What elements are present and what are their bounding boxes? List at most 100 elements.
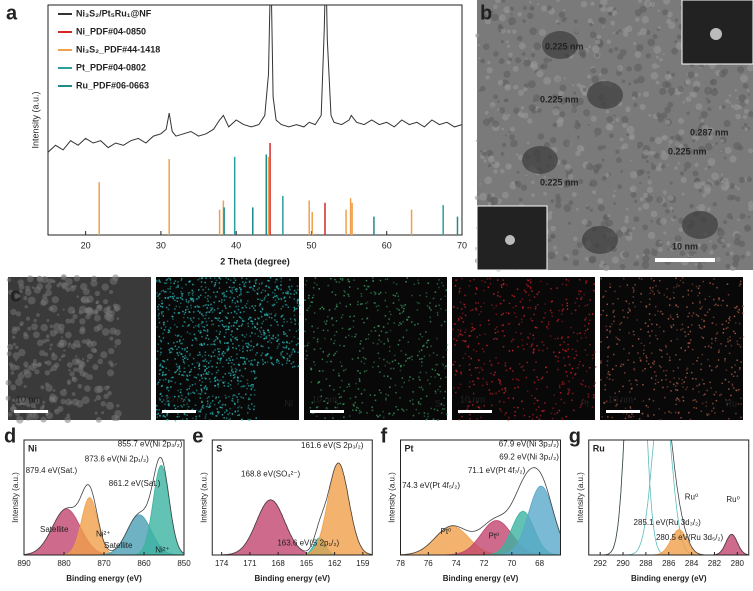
tem-texture bbox=[626, 208, 629, 211]
eds-pixel bbox=[245, 282, 247, 284]
eds-pixel bbox=[475, 293, 477, 295]
eds-pixel bbox=[734, 316, 736, 318]
eds-pixel bbox=[201, 391, 203, 393]
eds-pixel bbox=[498, 390, 500, 392]
eds-pixel bbox=[537, 304, 539, 306]
eds-pixel bbox=[245, 343, 247, 345]
eds-pixel bbox=[676, 397, 678, 399]
eds-pixel bbox=[323, 308, 325, 310]
haadf-texture bbox=[101, 411, 104, 414]
element-label: Ru bbox=[725, 398, 737, 408]
eds-pixel bbox=[294, 336, 296, 338]
eds-pixel bbox=[211, 281, 213, 283]
eds-pixel bbox=[453, 306, 455, 308]
eds-pixel bbox=[209, 419, 211, 421]
tem-texture bbox=[501, 152, 505, 156]
haadf-texture bbox=[61, 399, 67, 405]
eds-pixel bbox=[652, 362, 654, 364]
tem-texture bbox=[513, 87, 515, 89]
eds-pixel bbox=[194, 383, 196, 385]
haadf-texture bbox=[15, 326, 20, 331]
eds-pixel bbox=[255, 282, 257, 284]
eds-pixel bbox=[667, 386, 669, 388]
eds-pixel bbox=[188, 300, 190, 302]
eds-pixel bbox=[224, 381, 226, 383]
eds-pixel bbox=[222, 324, 224, 326]
eds-pixel bbox=[667, 353, 669, 355]
eds-pixel bbox=[289, 286, 291, 288]
eds-pixel bbox=[418, 303, 420, 305]
eds-pixel bbox=[459, 365, 461, 367]
eds-pixel bbox=[500, 303, 502, 305]
eds-pixel bbox=[390, 368, 392, 370]
eds-pixel bbox=[690, 331, 692, 333]
eds-pixel bbox=[534, 382, 536, 384]
eds-pixel bbox=[195, 338, 197, 340]
tem-texture bbox=[493, 94, 498, 99]
eds-pixel bbox=[249, 287, 251, 289]
eds-pixel bbox=[175, 408, 177, 410]
eds-pixel bbox=[256, 328, 258, 330]
tem-texture bbox=[675, 135, 681, 141]
eds-pixel bbox=[731, 367, 733, 369]
eds-pixel bbox=[395, 406, 397, 408]
eds-pixel bbox=[371, 406, 373, 408]
eds-pixel bbox=[685, 389, 687, 391]
eds-pixel bbox=[483, 351, 485, 353]
eds-pixel bbox=[222, 310, 224, 312]
eds-pixel bbox=[255, 333, 256, 335]
tem-texture bbox=[647, 171, 650, 174]
eds-pixel bbox=[609, 286, 611, 288]
eds-pixel bbox=[697, 357, 699, 359]
eds-pixel bbox=[385, 279, 387, 281]
eds-pixel bbox=[201, 313, 203, 315]
tem-texture bbox=[744, 99, 749, 104]
eds-pixel bbox=[234, 322, 236, 324]
tem-texture bbox=[620, 170, 623, 173]
tem-texture bbox=[721, 239, 725, 243]
eds-pixel bbox=[426, 342, 428, 344]
x-tick-label: 286 bbox=[662, 559, 676, 568]
x-tick-label: 282 bbox=[708, 559, 722, 568]
eds-pixel bbox=[608, 371, 610, 373]
eds-pixel bbox=[531, 345, 533, 347]
eds-pixel bbox=[429, 302, 431, 304]
eds-pixel bbox=[215, 396, 217, 398]
eds-pixel bbox=[653, 280, 655, 282]
eds-pixel bbox=[550, 335, 552, 337]
eds-pixel bbox=[216, 280, 218, 282]
eds-pixel bbox=[234, 374, 236, 376]
tem-texture bbox=[522, 112, 528, 118]
tem-texture bbox=[642, 224, 648, 230]
eds-pixel bbox=[235, 306, 237, 308]
eds-pixel bbox=[472, 381, 474, 383]
eds-pixel bbox=[336, 306, 338, 308]
tem-texture bbox=[590, 209, 593, 212]
eds-pixel bbox=[208, 406, 210, 408]
eds-pixel bbox=[417, 323, 419, 325]
eds-pixel bbox=[219, 333, 221, 335]
eds-pixel bbox=[261, 282, 263, 284]
tem-texture bbox=[527, 118, 532, 123]
eds-pixel bbox=[567, 305, 569, 307]
eds-pixel bbox=[293, 348, 295, 350]
eds-pixel bbox=[541, 378, 543, 380]
eds-pixel bbox=[175, 335, 177, 337]
eds-pixel bbox=[354, 402, 356, 404]
x-tick-label: 165 bbox=[300, 559, 314, 568]
eds-pixel bbox=[257, 317, 259, 319]
tem-texture bbox=[731, 195, 736, 200]
haadf-texture bbox=[51, 354, 58, 361]
eds-pixel bbox=[229, 418, 231, 420]
tem-texture bbox=[563, 9, 565, 11]
haadf-texture bbox=[26, 317, 30, 321]
eds-pixel bbox=[193, 358, 195, 360]
tem-texture bbox=[614, 190, 616, 192]
haadf-texture bbox=[24, 370, 32, 378]
tem-texture bbox=[557, 22, 560, 25]
tem-texture bbox=[500, 169, 504, 173]
eds-pixel bbox=[497, 279, 499, 281]
tem-texture bbox=[725, 252, 729, 256]
eds-pixel bbox=[491, 405, 493, 407]
eds-pixel bbox=[627, 284, 629, 286]
